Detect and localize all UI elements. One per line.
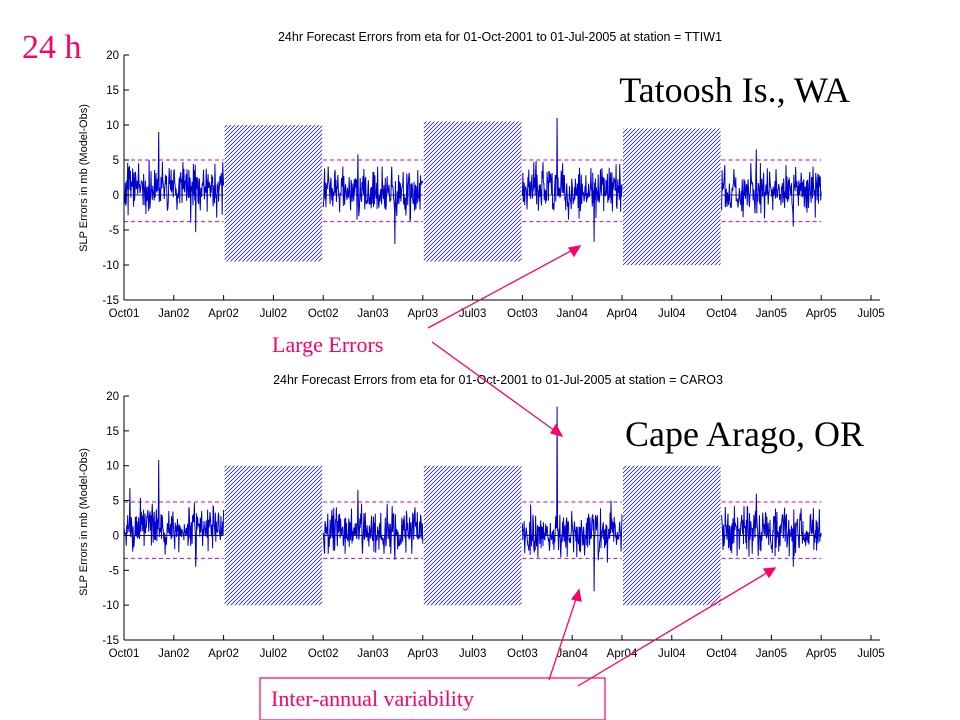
no-data-hatch-block <box>623 128 721 265</box>
y-tick-label: -15 <box>102 295 119 307</box>
error-series-line <box>123 131 225 233</box>
x-tick-label: Jul05 <box>857 648 885 660</box>
x-tick-label: Oct04 <box>706 308 737 320</box>
y-tick-label: -5 <box>109 225 119 237</box>
y-tick-label: 5 <box>113 155 119 167</box>
y-tick-label: 0 <box>113 190 119 202</box>
x-tick-label: Apr04 <box>607 648 638 660</box>
x-tick-label: Oct02 <box>308 308 339 320</box>
y-tick-label: -10 <box>102 260 119 272</box>
x-tick-label: Jul04 <box>658 308 686 320</box>
error-series-line <box>521 117 623 242</box>
y-axis-label: SLP Errors in mb (Model-Obs) <box>78 448 90 596</box>
x-tick-label: Jul03 <box>459 308 487 320</box>
x-tick-label: Jan04 <box>557 308 589 320</box>
annotation-arrows <box>427 245 777 687</box>
error-series-line <box>521 406 623 592</box>
error-series-line <box>721 149 822 227</box>
x-tick-label: Oct01 <box>109 308 140 320</box>
no-data-hatch-block <box>423 121 522 262</box>
y-tick-label: -15 <box>102 635 119 647</box>
y-tick-label: 0 <box>113 530 119 542</box>
arrow-interannual-left <box>548 589 580 681</box>
forecast-error-chart-tatoosh: 24hr Forecast Errors from eta for 01-Oct… <box>78 30 885 320</box>
y-tick-label: -10 <box>102 600 119 612</box>
x-tick-label: Oct03 <box>507 648 538 660</box>
x-tick-label: Apr02 <box>208 648 239 660</box>
no-data-hatch-block <box>224 125 323 262</box>
x-tick-label: Jan04 <box>557 648 589 660</box>
arrowhead-icon <box>549 423 564 438</box>
no-data-hatch-block <box>224 465 323 606</box>
y-tick-label: 20 <box>106 50 119 62</box>
error-series-line <box>322 154 424 245</box>
x-tick-label: Jan02 <box>158 308 189 320</box>
error-series-line <box>322 490 424 560</box>
interannual-annotation-box <box>259 677 606 720</box>
x-tick-label: Oct04 <box>706 648 737 660</box>
x-tick-label: Apr03 <box>407 648 438 660</box>
station-label: Tatoosh Is., WA <box>619 70 850 110</box>
x-tick-label: Jul02 <box>260 308 288 320</box>
x-tick-label: Apr03 <box>407 308 438 320</box>
error-series-line <box>123 460 225 567</box>
chart-title: 24hr Forecast Errors from eta for 01-Oct… <box>273 373 723 387</box>
arrow-large-errors-bottom <box>431 341 563 437</box>
y-tick-label: 15 <box>106 426 119 438</box>
x-tick-label: Oct03 <box>507 308 538 320</box>
y-tick-label: 10 <box>106 461 119 473</box>
y-tick-label: 15 <box>106 85 119 97</box>
x-tick-label: Oct01 <box>109 648 140 660</box>
arrowhead-icon <box>567 245 582 258</box>
arrow-interannual-right <box>577 567 776 687</box>
x-tick-label: Apr02 <box>208 308 239 320</box>
x-tick-label: Jan03 <box>357 648 388 660</box>
error-series-line <box>721 493 822 567</box>
y-tick-label: 20 <box>106 391 119 403</box>
x-tick-label: Jul05 <box>857 308 885 320</box>
no-data-hatch-block <box>623 465 721 606</box>
x-tick-label: Jul02 <box>260 648 288 660</box>
large-errors-annotation: Large Errors <box>272 332 383 357</box>
x-tick-label: Oct02 <box>308 648 339 660</box>
arrow-large-errors-top <box>427 245 581 329</box>
arrowhead-icon <box>762 567 777 579</box>
y-axis-label: SLP Errors in mb (Model-Obs) <box>78 104 90 252</box>
station-label: Cape Arago, OR <box>625 414 864 454</box>
x-tick-label: Apr04 <box>607 308 638 320</box>
arrowhead-icon <box>570 588 582 602</box>
no-data-hatch-block <box>423 465 522 606</box>
chart-title: 24hr Forecast Errors from eta for 01-Oct… <box>278 30 722 44</box>
x-tick-label: Jan05 <box>756 648 787 660</box>
x-tick-label: Jul03 <box>459 648 487 660</box>
x-tick-label: Apr05 <box>806 648 837 660</box>
corner-label: 24 h <box>22 29 82 66</box>
x-tick-label: Apr05 <box>806 308 837 320</box>
interannual-annotation: Inter-annual variability <box>271 686 474 711</box>
x-tick-label: Jan02 <box>158 648 189 660</box>
x-tick-label: Jan05 <box>756 308 787 320</box>
y-tick-label: 10 <box>106 120 119 132</box>
forecast-error-chart-cape-arago: 24hr Forecast Errors from eta for 01-Oct… <box>78 373 885 660</box>
y-tick-label: 5 <box>113 496 119 508</box>
y-tick-label: -5 <box>109 565 119 577</box>
x-tick-label: Jul04 <box>658 648 686 660</box>
x-tick-label: Jan03 <box>357 308 388 320</box>
